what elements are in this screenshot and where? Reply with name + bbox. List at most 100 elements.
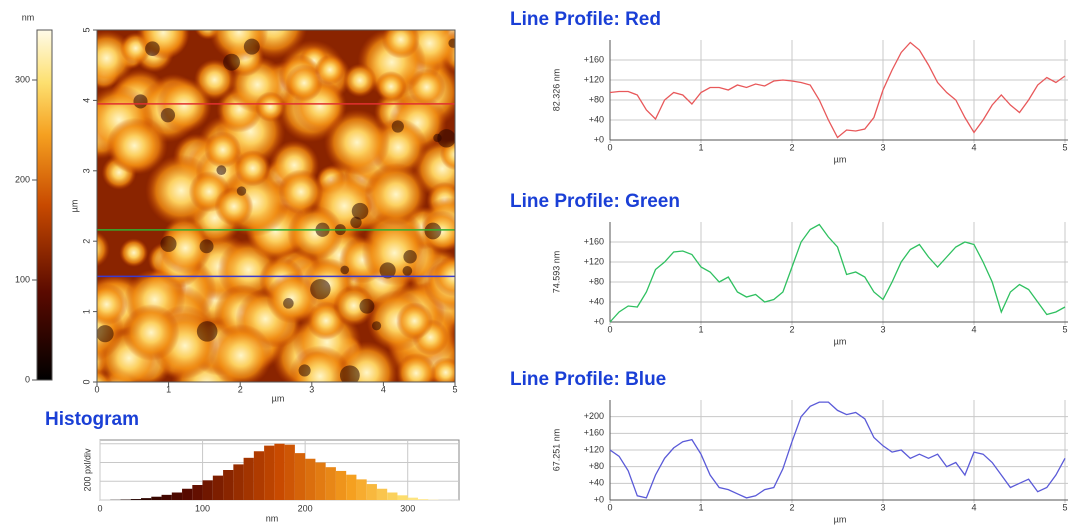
y-tick-label: 2	[81, 239, 91, 244]
y-tick-label: 5	[81, 27, 91, 32]
bar	[233, 464, 244, 500]
bar	[130, 499, 142, 500]
pit	[437, 129, 455, 148]
x-tick-label: 5	[1062, 324, 1067, 334]
x-tick-label: 100	[195, 503, 210, 513]
grain	[255, 91, 286, 122]
plot	[609, 400, 1068, 503]
bar	[397, 495, 408, 500]
pit	[160, 108, 176, 123]
bar	[366, 484, 377, 500]
pit	[133, 94, 148, 109]
pit	[243, 38, 260, 55]
y-tick-label: 1	[81, 309, 91, 314]
colorbar-tick-label: 0	[25, 374, 30, 384]
bar	[346, 474, 357, 500]
x-tick-label: 3	[880, 502, 885, 512]
y-tick-label: 0	[81, 379, 91, 384]
bar	[417, 499, 429, 500]
pit	[145, 41, 160, 57]
grain	[364, 162, 428, 226]
y-tick-label: +40	[589, 296, 604, 306]
x-axis-label: µm	[834, 154, 847, 164]
pit	[196, 321, 218, 342]
grain	[324, 109, 391, 176]
y-tick-label: +40	[589, 114, 604, 124]
x-tick-label: 3	[880, 324, 885, 334]
x-tick-label: 0	[94, 384, 99, 394]
profile-title: Line Profile: Blue	[510, 369, 666, 390]
bar	[356, 479, 367, 500]
grain	[333, 285, 375, 327]
x-axis-label: µm	[834, 514, 847, 524]
grain	[97, 283, 128, 326]
colorbar-tick-label: 300	[15, 74, 30, 84]
pit	[403, 249, 417, 264]
x-tick-label: 5	[1062, 142, 1067, 152]
bar	[335, 470, 347, 500]
y-tick-label: +160	[584, 54, 604, 64]
pit	[283, 298, 294, 309]
grain	[285, 64, 323, 102]
x-tick-label: 4	[971, 142, 976, 152]
bar	[387, 492, 398, 500]
y-tick-label: +80	[589, 276, 604, 286]
grain	[314, 54, 346, 85]
grain	[106, 117, 163, 174]
x-tick-label: 1	[698, 502, 703, 512]
x-tick-label: 0	[607, 324, 612, 334]
pit	[97, 325, 114, 343]
y-tick-label: 3	[81, 168, 91, 173]
grain	[278, 169, 324, 215]
x-tick-label: 1	[698, 142, 703, 152]
grain	[156, 77, 212, 134]
y-axis-label: 82.326 nm	[551, 69, 561, 112]
x-tick-label: 2	[789, 142, 794, 152]
bar	[182, 488, 193, 500]
x-tick-label: 1	[698, 324, 703, 334]
x-tick-label: 0	[607, 142, 612, 152]
y-axis-label: 74.593 nm	[551, 251, 561, 294]
x-tick-label: 2	[789, 502, 794, 512]
bar	[325, 467, 336, 500]
pit	[448, 38, 455, 48]
pit	[223, 53, 240, 71]
grain	[234, 150, 271, 187]
bar	[161, 494, 172, 500]
grain	[266, 272, 318, 324]
y-tick-label: +200	[584, 411, 604, 421]
pit	[359, 298, 375, 314]
y-tick-label: 4	[81, 98, 91, 103]
bar	[294, 453, 306, 500]
grain	[122, 304, 180, 362]
x-tick-label: 0	[607, 502, 612, 512]
bar	[305, 458, 316, 500]
pit	[199, 239, 214, 254]
x-tick-label: 200	[298, 503, 313, 513]
y-tick-label: +0	[594, 316, 604, 326]
pit	[216, 165, 227, 176]
grain	[209, 30, 269, 62]
pit	[340, 265, 350, 275]
y-tick-label: +40	[589, 478, 604, 488]
x-tick-label: 4	[381, 384, 386, 394]
bar	[151, 496, 162, 500]
profile-title: Line Profile: Green	[510, 191, 680, 212]
x-tick-label: 2	[238, 384, 243, 394]
x-tick-label: 1	[166, 384, 171, 394]
grain	[381, 30, 420, 59]
bar	[376, 488, 388, 500]
x-tick-label: 5	[452, 384, 457, 394]
x-axis-label: nm	[266, 513, 279, 523]
profile-title: Line Profile: Red	[510, 9, 661, 30]
pit	[424, 222, 442, 240]
pit	[391, 120, 404, 133]
plot-frame	[96, 29, 456, 383]
pit	[402, 266, 413, 276]
grain	[430, 357, 455, 382]
x-axis-label: µm	[834, 336, 847, 346]
grain	[343, 63, 377, 98]
grain	[159, 221, 212, 275]
